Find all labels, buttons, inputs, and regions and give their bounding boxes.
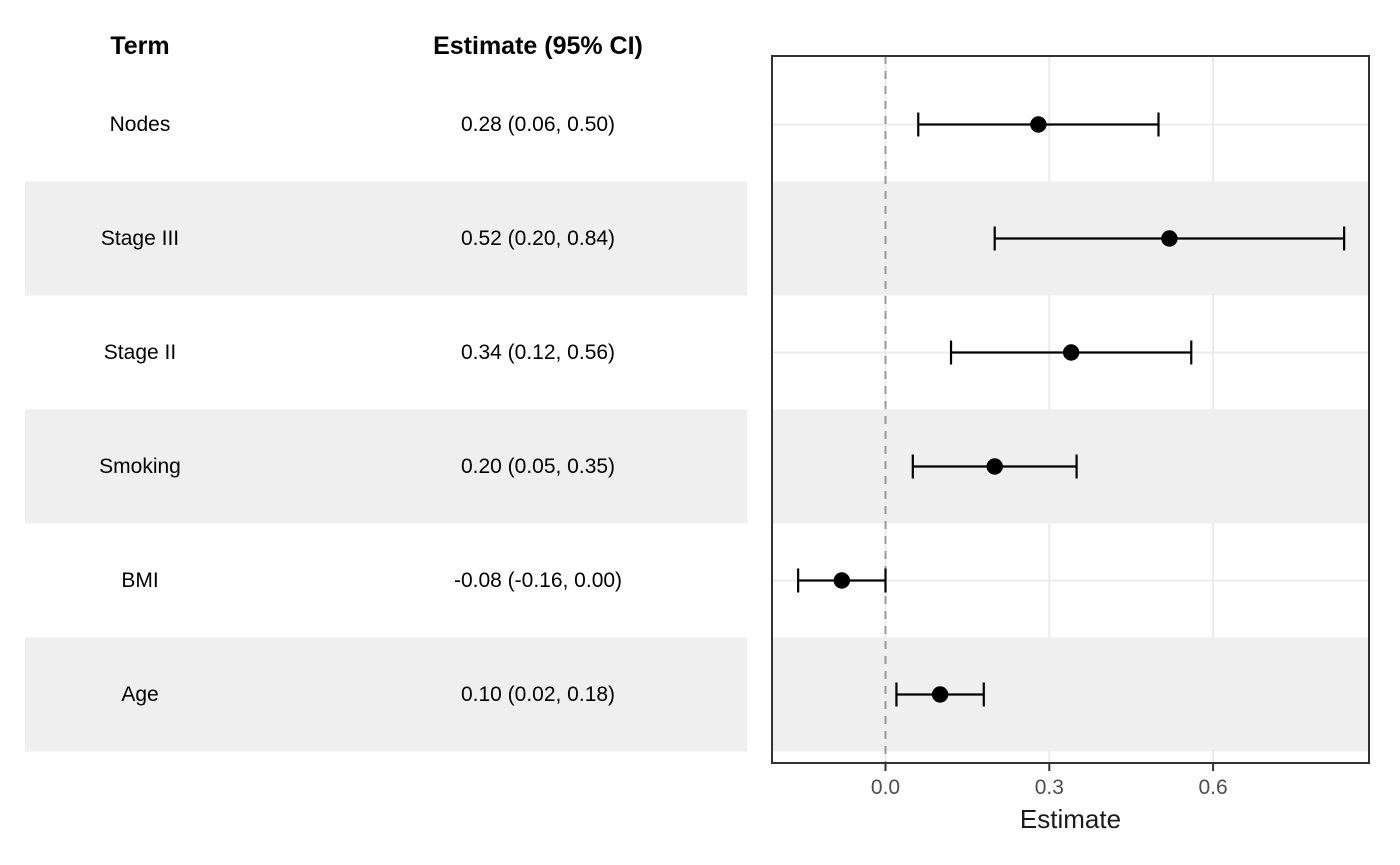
estimate-ci-label-smoking: 0.20 (0.05, 0.35) xyxy=(460,455,616,478)
estimate-ci-label-nodes: 0.28 (0.06, 0.50) xyxy=(460,113,616,136)
table-row-stripe xyxy=(25,637,747,752)
estimate-column-header: Estimate (95% CI) xyxy=(433,32,643,60)
point-estimate xyxy=(1062,344,1080,361)
estimate-ci-label-age: 0.10 (0.02, 0.18) xyxy=(460,683,616,706)
term-label-stage-ii: Stage II xyxy=(103,341,177,364)
panel-row-stripe xyxy=(772,637,1369,752)
point-estimate xyxy=(1030,116,1047,133)
point-estimate xyxy=(833,572,851,589)
term-column-header: Term xyxy=(110,32,170,60)
table-row-stripe xyxy=(25,181,747,296)
term-label-age: Age xyxy=(121,683,159,706)
estimate-ci-label-stage-ii: 0.34 (0.12, 0.56) xyxy=(460,341,616,364)
point-estimate xyxy=(1161,230,1178,247)
estimate-ci-label-stage-iii: 0.52 (0.20, 0.84) xyxy=(460,227,616,250)
point-estimate xyxy=(931,686,949,703)
term-label-smoking: Smoking xyxy=(99,455,181,478)
panel-border xyxy=(771,55,1370,764)
x-axis-tick-label: 0.0 xyxy=(871,776,900,799)
term-label-stage-iii: Stage III xyxy=(100,227,180,250)
term-label-bmi: BMI xyxy=(121,569,159,592)
point-estimate xyxy=(986,458,1003,475)
estimate-ci-label-bmi: -0.08 (-0.16, 0.00) xyxy=(453,569,623,592)
table-row-stripe xyxy=(25,409,747,524)
x-axis-title: Estimate xyxy=(1020,804,1121,834)
x-axis-tick-label: 0.6 xyxy=(1198,776,1227,799)
term-label-nodes: Nodes xyxy=(109,113,171,136)
x-axis-tick-label: 0.3 xyxy=(1035,776,1064,799)
